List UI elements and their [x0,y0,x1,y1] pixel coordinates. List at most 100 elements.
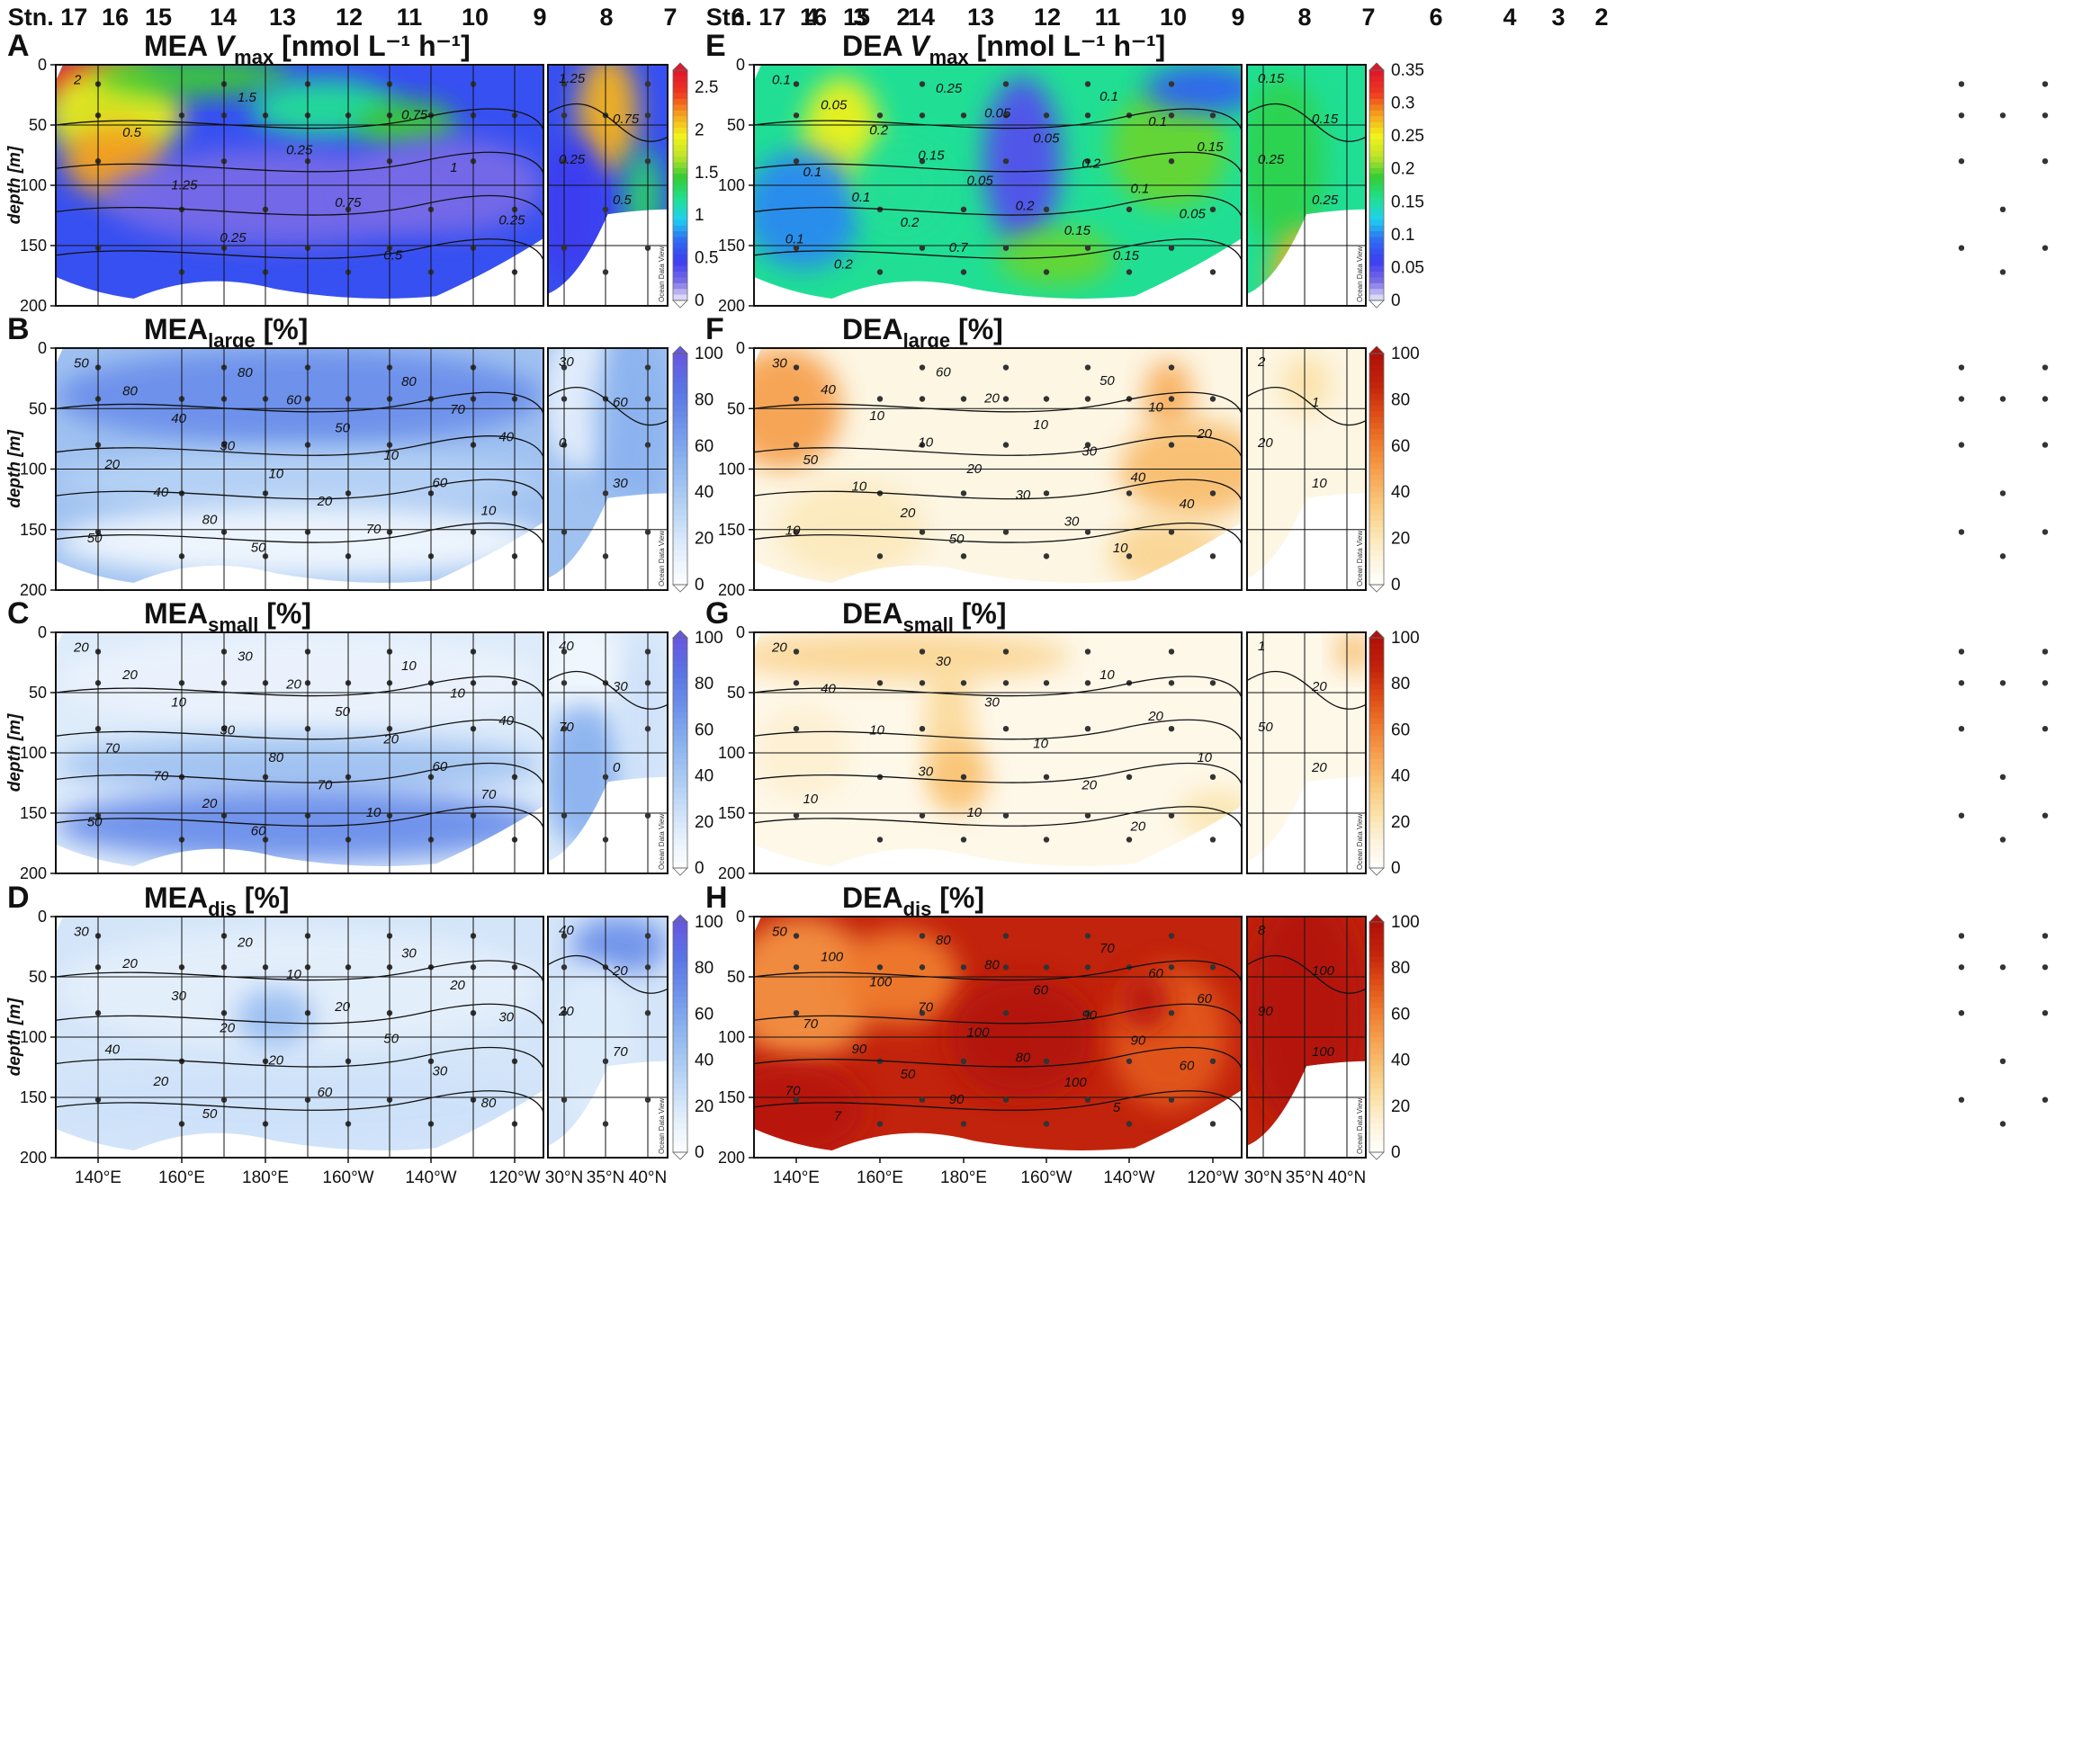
sample-dot [1043,1058,1050,1065]
contour-labels: 30 20 30 20 10 20 30 20 30 20 50 40 20 30 20 60 80 50 40 20… [74,923,628,1122]
station-label: 2 [896,4,910,31]
colorbar-segment [1369,538,1384,545]
colorbar-tick-label: 60 [1391,1005,1410,1024]
colorbar-segment [1369,816,1384,823]
colorbar-segment [1369,185,1384,192]
contour-label: 20 [1311,760,1327,775]
colorbar-segment [1369,667,1384,673]
colorbar: 0 20 40 60 80 100 [1369,913,1420,1162]
colorbar-frame [672,69,688,301]
y-tick-label: 150 [20,521,47,539]
contour-label: 0.15 [918,148,945,163]
contour-label: 0.25 [1258,152,1285,167]
sample-dot [644,680,651,686]
contour-line [753,960,1243,983]
sample-dot [1084,158,1091,165]
colorbar-segment [673,962,687,969]
sample-dot [644,812,651,819]
colorbar-tick-label: 80 [695,959,713,978]
contour-label: 30 [433,1063,448,1078]
contour-label: 20 [983,391,1000,407]
contour-label: 70 [1099,941,1115,956]
sample-dot [1084,529,1091,535]
colorbar: 0 20 40 60 80 100 [1369,345,1420,595]
colorbar-segment [673,486,687,493]
colorbar-segment [673,985,687,992]
y-axis: 0 50 100 150 200 [718,56,754,315]
station-label: 12 [336,4,363,31]
sample-dot [1958,81,1965,87]
colorbar-segment [673,162,687,169]
colorbar-segment [1369,839,1384,846]
colorbar-segment [1369,550,1384,557]
colorbar-segment [1369,526,1384,533]
colorbar-segment [673,214,687,220]
colorbar-segment [1369,393,1384,400]
sample-dot [644,81,651,87]
colorbar-segment [1369,799,1384,806]
sample-dot [1999,490,2006,497]
sample-dot [1043,396,1050,402]
contour-label: 70 [104,741,120,756]
colorbar-segment [1369,973,1384,980]
colorbar-segment [673,544,687,551]
contour-line [55,195,544,219]
colorbar-segment [1369,497,1384,505]
colorbar-segment [1369,997,1384,1004]
colorbar-segment [1369,243,1384,249]
colorbar-segment [1369,139,1384,146]
x-tick-label: 160°E [158,1168,205,1187]
small-frame [1246,631,1367,874]
y-tick-label: 150 [20,237,47,255]
contour-label: 20 [558,1004,574,1019]
colorbar-segment [673,254,687,261]
small-frame [547,631,669,874]
colorbar-segment [673,770,687,777]
colorbar-top-arrow [672,630,688,639]
sample-dot [919,364,926,371]
sample-dot [876,964,884,971]
colorbar-segment [1369,272,1384,278]
contour-line [753,719,1243,742]
colorbar-segment [673,1008,687,1015]
colorbar-segment [673,179,687,186]
y-tick-label: 0 [38,56,47,74]
colorbar-segment [1369,364,1384,371]
colorbar-top-arrow [1369,345,1385,354]
colorbar-segment [673,764,687,771]
contour-label: 30 [559,354,574,370]
colorbar-segment [673,1019,687,1026]
sample-dot [1958,812,1965,819]
colorbar-tick-label: 100 [1391,345,1420,363]
colorbar-segment [1369,382,1384,389]
contour-label: 0.5 [122,125,142,140]
title-unit: [%] [258,597,311,630]
colorbar-tick-label: 0.15 [1391,192,1424,211]
sample-dot [919,442,926,448]
contour-line [753,1047,1243,1070]
sample-dot [793,1010,800,1016]
sample-dot [1168,933,1175,939]
field-patch [754,632,1072,681]
colorbar-tick-label: 40 [695,767,713,786]
sample-dot [960,680,967,686]
colorbar-segment [673,87,687,94]
sample-dot [561,726,568,732]
contour-label: 0.2 [901,215,920,230]
sample-dot [1958,649,1965,655]
contours [753,954,1367,1114]
station-label: 14 [210,4,237,31]
colorbar-segment [673,282,687,290]
field-main [754,917,1242,1150]
panel-letter: A [7,29,30,63]
sample-dot [1958,158,1965,165]
sample-dot [1209,490,1216,497]
colorbar-segment [1369,167,1384,175]
colorbar-segment [673,567,687,574]
y-tick-label: 0 [736,56,745,74]
sample-dot [919,1010,926,1016]
small-frame [1246,916,1367,1159]
sample-dot [1168,112,1175,119]
sample-dot [876,269,884,275]
colorbar-segment [1369,104,1384,112]
